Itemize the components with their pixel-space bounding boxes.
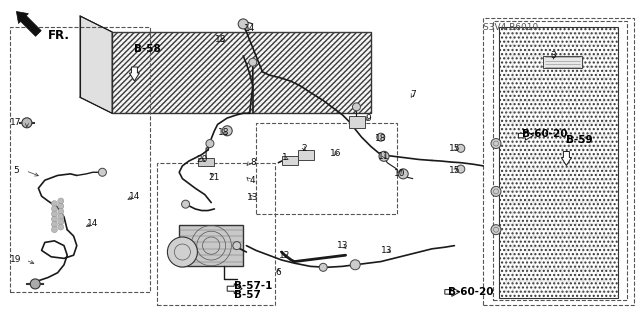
Text: 11: 11 [378,152,390,161]
Text: 13: 13 [337,241,348,250]
Circle shape [51,221,58,227]
Circle shape [379,151,389,161]
Bar [483,18,634,305]
Circle shape [30,279,40,289]
Text: 18: 18 [375,134,387,143]
Bar [256,123,397,214]
Circle shape [58,208,64,214]
Text: 21: 21 [209,173,220,182]
FancyArrow shape [561,152,572,166]
Text: 20: 20 [196,155,207,164]
FancyArrow shape [445,287,460,296]
Bar [112,32,371,113]
Text: 14: 14 [129,192,140,201]
Text: 14: 14 [244,24,255,33]
FancyArrow shape [129,67,140,81]
Circle shape [249,58,257,66]
Circle shape [168,237,197,267]
Circle shape [58,214,64,219]
Circle shape [233,241,241,250]
Text: S3V4 B6010: S3V4 B6010 [483,23,538,32]
Text: 12: 12 [279,251,291,260]
Bar [298,150,314,160]
Text: 14: 14 [87,219,99,228]
Bar [499,27,618,298]
Bar [493,21,627,300]
Circle shape [457,165,465,173]
Circle shape [491,186,501,197]
FancyArrow shape [227,284,242,294]
Bar [157,163,275,305]
Circle shape [353,103,360,111]
Text: 18: 18 [215,35,227,44]
Circle shape [319,263,327,271]
Circle shape [51,206,58,212]
Circle shape [491,138,501,149]
Bar [543,56,582,68]
Text: 13: 13 [381,246,393,255]
Text: 17: 17 [10,118,22,127]
Bar [179,225,243,266]
Circle shape [58,203,64,209]
Text: 2: 2 [301,144,307,153]
Text: 1: 1 [282,153,287,162]
Circle shape [51,216,58,222]
Text: B-59: B-59 [566,135,593,145]
Circle shape [457,144,465,152]
Text: 4: 4 [250,176,255,185]
Bar [282,156,298,165]
Bar [10,27,150,292]
Text: B-57: B-57 [234,290,260,300]
Polygon shape [80,16,112,113]
Text: 13: 13 [247,193,259,202]
Circle shape [99,168,106,176]
Circle shape [182,200,189,208]
Circle shape [222,126,232,136]
Circle shape [58,224,64,230]
Text: 19: 19 [10,256,22,264]
Circle shape [206,139,214,148]
Circle shape [51,227,58,233]
FancyArrow shape [518,131,533,140]
Text: 15: 15 [449,166,460,175]
Bar [198,158,214,166]
Text: 8: 8 [250,158,255,167]
Circle shape [398,169,408,179]
Circle shape [491,225,501,235]
Circle shape [58,219,64,225]
Text: 10: 10 [394,169,406,178]
Text: FR.: FR. [48,29,70,41]
Text: 5: 5 [13,166,19,175]
Circle shape [377,133,385,141]
Text: 7: 7 [410,90,415,99]
Text: B-58: B-58 [134,44,161,55]
Text: 18: 18 [218,128,230,137]
Text: 9: 9 [365,114,371,122]
Text: B-57-1: B-57-1 [234,280,272,291]
Text: 3: 3 [551,51,556,60]
Circle shape [51,211,58,217]
Bar [349,116,365,128]
Circle shape [22,118,32,128]
Text: 15: 15 [449,144,460,153]
Circle shape [51,201,58,207]
Circle shape [238,19,248,29]
Text: 6: 6 [276,268,281,277]
Circle shape [58,198,64,204]
Text: B-60-20: B-60-20 [448,287,493,297]
FancyArrow shape [17,11,41,36]
Text: B-60-20: B-60-20 [522,129,567,139]
Text: 16: 16 [330,149,342,158]
Circle shape [350,260,360,270]
